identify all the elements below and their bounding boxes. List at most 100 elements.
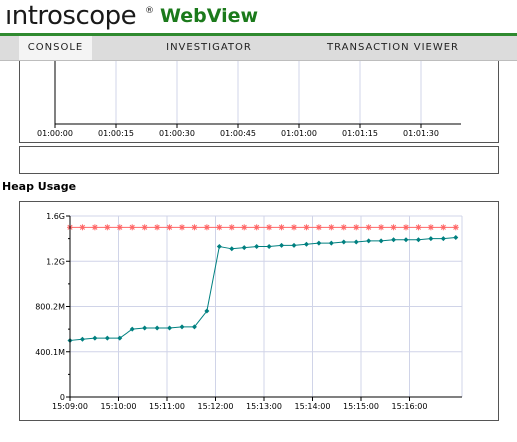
heap-y-tick-label: 1.2G bbox=[46, 257, 65, 266]
heap-data-point bbox=[191, 324, 197, 330]
heap-max-point bbox=[365, 224, 372, 231]
heap-data-point bbox=[403, 237, 409, 243]
empty-panel bbox=[19, 146, 499, 174]
header-divider bbox=[0, 33, 517, 36]
heap-data-point bbox=[303, 241, 309, 247]
heap-data-point bbox=[167, 325, 173, 331]
heap-max-point bbox=[228, 224, 235, 231]
heap-x-tick-label: 15:14:00 bbox=[295, 402, 331, 411]
heap-data-point bbox=[316, 240, 322, 246]
heap-data-point bbox=[279, 242, 285, 248]
top-x-tick-label: 01:00:15 bbox=[98, 129, 134, 138]
top-x-tick-label: 01:01:15 bbox=[342, 129, 378, 138]
tab-investigator[interactable]: INVESTIGATOR bbox=[166, 42, 252, 53]
heap-chart-grid bbox=[70, 215, 463, 397]
heap-max-point bbox=[79, 224, 86, 231]
heap-data-point bbox=[328, 240, 334, 246]
heap-max-point bbox=[179, 224, 185, 231]
heap-max-point bbox=[241, 224, 248, 231]
heap-y-tick-label: 400.1M bbox=[35, 348, 65, 357]
heap-max-point bbox=[291, 224, 297, 231]
heap-max-point bbox=[340, 224, 347, 231]
heap-x-tick-label: 15:16:00 bbox=[392, 402, 428, 411]
heap-data-point bbox=[179, 324, 185, 330]
heap-data-point bbox=[229, 246, 235, 252]
main-tabs: CONSOLE INVESTIGATOR TRANSACTION VIEWER bbox=[0, 36, 517, 60]
heap-max-point bbox=[303, 224, 310, 231]
heap-max-point bbox=[328, 224, 335, 231]
heap-max-point bbox=[403, 224, 409, 231]
heap-data-point bbox=[104, 335, 110, 341]
heap-max-point bbox=[116, 224, 123, 231]
heap-chart-x-ticks: 15:09:00 15:10:00 15:11:00 15:12:00 15:13:00… bbox=[52, 397, 427, 411]
heap-max-point bbox=[91, 224, 98, 231]
heap-data-point bbox=[154, 325, 160, 331]
heap-y-tick-label: 800.2M bbox=[35, 303, 65, 312]
heap-data-point bbox=[353, 239, 359, 245]
webview-product-name: WebView bbox=[160, 5, 259, 27]
heap-max-point bbox=[452, 224, 459, 231]
heap-chart-y-ticks: 0 400.1M 800.2M 1.2G 1.6G bbox=[35, 212, 70, 402]
heap-data-point bbox=[117, 335, 123, 341]
heap-max-point bbox=[104, 224, 111, 231]
heap-max-point bbox=[191, 224, 198, 231]
heap-data-point bbox=[378, 238, 384, 244]
tab-console[interactable]: CONSOLE bbox=[19, 36, 92, 60]
heap-y-tick-label: 0 bbox=[60, 393, 65, 402]
heap-data-point bbox=[204, 308, 210, 314]
heap-data-point bbox=[216, 244, 222, 250]
heap-max-point bbox=[253, 224, 260, 231]
heap-data-point bbox=[440, 236, 446, 242]
heap-x-tick-label: 15:11:00 bbox=[149, 402, 185, 411]
heap-x-tick-label: 15:10:00 bbox=[101, 402, 137, 411]
heap-max-point bbox=[440, 224, 447, 231]
heap-max-point bbox=[129, 224, 136, 231]
heap-data-point bbox=[266, 244, 272, 250]
heap-data-point bbox=[142, 325, 148, 331]
heap-data-point bbox=[415, 237, 421, 243]
introscope-logo: ıntroscope bbox=[5, 1, 137, 31]
heap-x-tick-label: 15:12:00 bbox=[198, 402, 234, 411]
registered-mark: ® bbox=[145, 6, 154, 16]
heap-max-point bbox=[203, 224, 210, 231]
heap-max-point bbox=[216, 224, 223, 231]
app-header: ıntroscope ® WebView bbox=[0, 0, 517, 34]
top-x-tick-label: 01:00:45 bbox=[220, 129, 256, 138]
heap-data-point bbox=[428, 236, 434, 242]
heap-x-tick-label: 15:13:00 bbox=[246, 402, 282, 411]
heap-max-point bbox=[427, 224, 434, 231]
heap-data-point bbox=[453, 234, 459, 240]
heap-data-point bbox=[129, 326, 135, 332]
heap-data-point bbox=[241, 245, 247, 251]
heap-max-point bbox=[390, 224, 397, 231]
tab-transaction-viewer[interactable]: TRANSACTION VIEWER bbox=[326, 42, 459, 53]
heap-x-tick-label: 15:15:00 bbox=[343, 402, 379, 411]
heap-usage-title: Heap Usage bbox=[2, 180, 77, 193]
heap-series-line bbox=[69, 236, 456, 341]
tabs-divider bbox=[0, 60, 517, 61]
heap-max-point bbox=[315, 224, 322, 231]
heap-y-tick-label: 1.6G bbox=[46, 212, 65, 221]
heap-data-point bbox=[291, 242, 297, 248]
heap-max-point bbox=[378, 224, 385, 231]
heap-usage-panel: 0 400.1M 800.2M 1.2G 1.6G 15:09:00 15:10:00 15… bbox=[19, 201, 499, 421]
heap-x-tick-label: 15:09:00 bbox=[52, 402, 88, 411]
heap-data-point bbox=[366, 238, 372, 244]
heap-data-point bbox=[92, 335, 98, 341]
top-chart-ticks: 01:00:00 01:00:15 01:00:30 01:00:45 01:01:00… bbox=[37, 124, 439, 138]
top-x-tick-label: 01:01:00 bbox=[281, 129, 317, 138]
heap-data-point bbox=[341, 239, 347, 245]
top-chart-grid bbox=[115, 61, 422, 124]
top-chart-panel: 01:00:00 01:00:15 01:00:30 01:00:45 01:01:00… bbox=[19, 61, 499, 143]
heap-data-point bbox=[254, 244, 260, 250]
heap-max-point bbox=[278, 224, 285, 231]
heap-max-point bbox=[154, 224, 161, 231]
top-chart: 01:00:00 01:00:15 01:00:30 01:00:45 01:01:00… bbox=[37, 61, 461, 138]
heap-max-point bbox=[141, 224, 148, 231]
top-x-tick-label: 01:00:00 bbox=[37, 129, 73, 138]
heap-max-point bbox=[166, 224, 173, 231]
top-x-tick-label: 01:01:30 bbox=[403, 129, 439, 138]
heap-max-point bbox=[415, 224, 422, 231]
heap-data-point bbox=[79, 336, 85, 342]
